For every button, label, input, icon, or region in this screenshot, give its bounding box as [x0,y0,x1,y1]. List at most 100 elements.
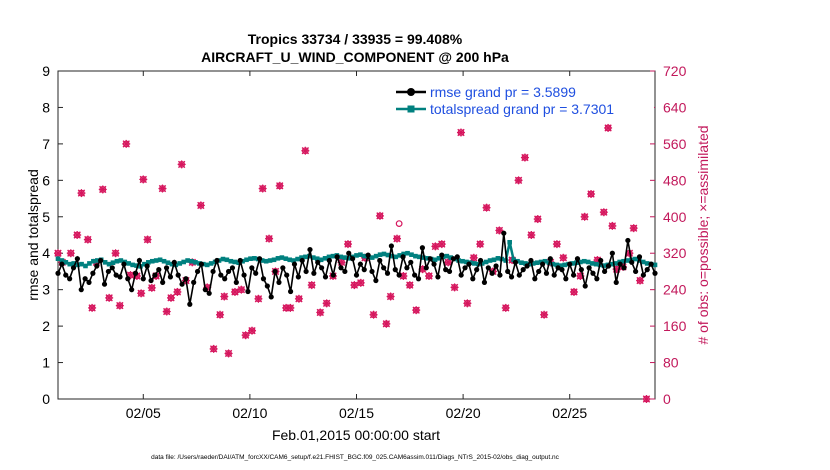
totalspread-point [483,259,489,265]
obs-point [158,184,167,193]
rmse-point [435,274,441,280]
rmse-point [187,301,193,307]
rmse-point [299,257,305,264]
totalspread-point [303,254,308,260]
obs-point [569,287,578,296]
rmse-point [644,267,650,273]
totalspread-point [358,252,363,257]
totalspread-point [330,253,336,259]
obs-point [599,208,608,217]
rmse-point [508,274,515,280]
totalspread-point [554,262,560,268]
rmse-point [493,263,499,269]
totalspread-point [106,261,112,267]
rmse-point [563,276,569,282]
y-left-tick-label: 1 [42,355,50,371]
totalspread-point [491,257,497,263]
chart-title-line1: Tropics 33734 / 33935 = 99.408% [248,31,463,47]
totalspread-point [354,253,359,258]
rmse-point [241,272,247,278]
totalspread-point [346,256,351,261]
rmse-point [520,267,526,273]
rmse-point [516,272,522,278]
obs-point [143,235,152,244]
obs-point [350,281,359,290]
totalspread-point [495,256,501,261]
rmse-point [648,261,654,267]
rmse-point [330,272,336,278]
obs-point [230,287,239,296]
totalspread-point [362,253,367,259]
rmse-point [602,268,608,275]
rmse-point [70,265,77,271]
rmse-point [443,267,449,273]
rmse-point [101,281,108,287]
obs-point [122,139,131,148]
rmse-point [497,272,503,278]
rmse-point [586,265,592,271]
x-tick-label: 02/05 [126,405,161,421]
totalspread-point [252,256,257,261]
rmse-point [121,261,127,267]
rmse-point [140,276,146,282]
totalspread-point [585,259,591,265]
rmse-point [287,288,294,295]
rmse-point [86,279,92,285]
totalspread-point [530,261,536,266]
totalspread-point [503,258,509,263]
rmse-point [183,276,189,282]
totalspread-point [275,256,281,261]
rmse-point [303,268,309,275]
obs-point [636,276,645,285]
obs-point [98,185,107,194]
rmse-point [365,252,371,258]
totalspread-point [519,260,524,265]
obs-point [105,293,114,302]
obs-point [111,249,120,258]
totalspread-point [228,258,234,264]
totalspread-point [161,258,167,264]
rmse-point [404,265,410,271]
rmse-point [489,270,495,276]
y-left-tick-label: 0 [42,391,50,407]
obs-point [476,240,485,249]
rmse-point [198,261,205,267]
obs-point [405,281,414,290]
rmse-point [179,281,185,287]
rmse-point [90,270,96,276]
obs-point [469,253,478,262]
totalspread-point [487,258,493,263]
rmse-point [191,279,197,285]
totalspread-point [146,260,151,265]
rmse-point [431,261,437,267]
legend: rmse grand pr = 3.5899 totalspread grand… [392,78,654,122]
totalspread-point [448,255,454,260]
rmse-point [171,259,177,265]
totalspread-point [295,256,300,262]
totalspread-point [63,260,69,265]
totalspread-point [582,258,587,264]
y-right-tick-label: 160 [663,318,687,334]
right-axis: 0 80 160 240 320 400 480 560 640 720 [650,63,687,407]
rmse-point [621,265,627,271]
legend-spread-label: totalspread grand pr = 3.7301 [430,101,614,117]
totalspread-point [377,252,383,257]
obs-point [83,235,92,244]
rmse-point [98,257,104,264]
totalspread-point [248,256,253,261]
totalspread-point [185,258,190,263]
totalspread-point [236,260,241,265]
rmse-point [148,277,154,284]
totalspread-point [436,256,442,261]
rmse-point [350,256,356,262]
rmse-point [222,276,228,282]
y-right-tick-label: 240 [663,282,687,298]
totalspread-point [369,255,375,260]
rmse-point [322,274,329,280]
rmse-point [67,276,73,282]
rmse-point [400,254,406,260]
totalspread-point [479,261,485,266]
rmse-point [450,256,457,262]
rmse-point [175,272,181,278]
obs-point [220,292,229,301]
